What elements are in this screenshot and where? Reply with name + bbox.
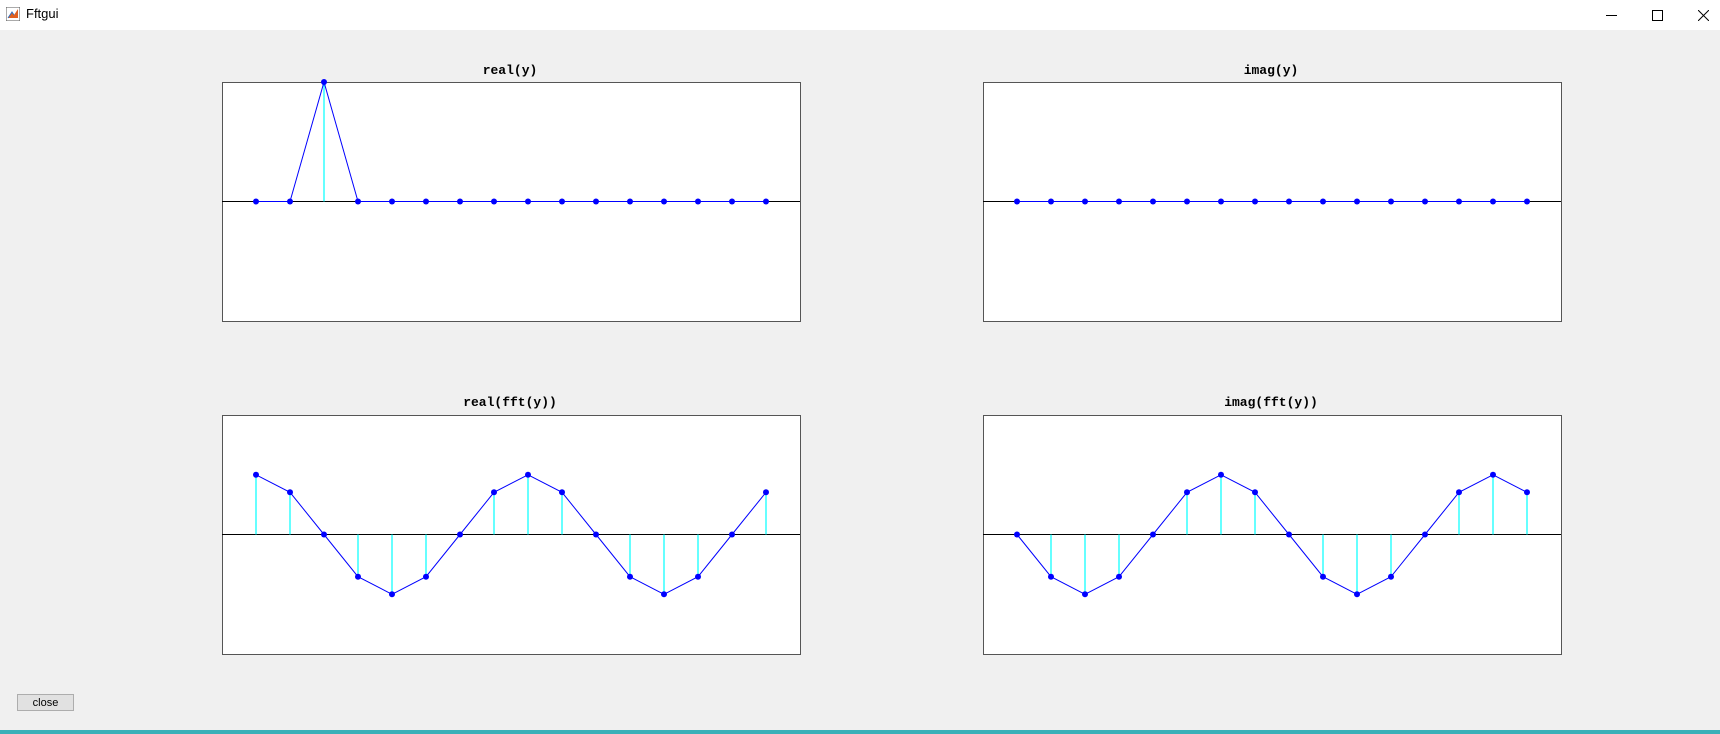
data-point-imag-y [1218,198,1224,205]
data-point-real-y [457,198,463,205]
data-point-real-y [695,198,701,205]
chart-title-imag-y: imag(y) [1243,63,1299,78]
data-point-real-y [763,198,769,205]
data-point-imag-fft [1082,591,1088,598]
data-point-real-fft [491,489,497,496]
data-point-real-y [525,198,531,205]
close-icon [1697,9,1709,21]
data-point-imag-y [1422,198,1428,205]
title-bar: Fftgui [0,0,1720,30]
plots-canvas [222,79,1562,655]
data-point-imag-y [1150,198,1156,205]
data-point-real-y [355,198,361,205]
data-point-real-fft [763,489,769,496]
data-point-real-fft [661,591,667,598]
series-line-imag-fft [1016,474,1528,595]
data-point-imag-fft [1490,471,1496,478]
data-point-real-fft [695,573,701,580]
data-point-real-y [253,198,259,205]
data-point-imag-fft [1252,489,1258,496]
data-point-imag-fft [1048,573,1054,580]
data-point-imag-y [1116,198,1122,205]
data-point-real-y [593,198,599,205]
data-point-real-y [423,198,429,205]
data-point-imag-fft [1320,573,1326,580]
data-point-imag-y [1014,198,1020,205]
data-point-real-y [321,79,327,85]
data-point-real-fft [355,573,361,580]
chart-title-imag-fft: imag(fft(y)) [1224,395,1318,410]
data-point-imag-y [1320,198,1326,205]
data-point-imag-fft [1150,531,1156,538]
data-point-imag-y [1286,198,1292,205]
data-point-real-y [729,198,735,205]
data-point-imag-y [1456,198,1462,205]
data-point-real-y [559,198,565,205]
maximize-button[interactable] [1634,0,1680,30]
data-point-real-fft [627,573,633,580]
data-point-real-fft [525,471,531,478]
data-point-imag-fft [1354,591,1360,598]
data-point-real-y [287,198,293,205]
data-point-imag-fft [1524,489,1530,496]
data-point-real-y [389,198,395,205]
data-point-real-fft [559,489,565,496]
data-point-real-fft [389,591,395,598]
data-point-imag-y [1388,198,1394,205]
data-point-imag-y [1524,198,1530,205]
chart-title-real-fft: real(fft(y)) [463,395,557,410]
data-point-imag-y [1252,198,1258,205]
data-point-real-fft [321,531,327,538]
data-point-real-y [491,198,497,205]
data-point-imag-y [1490,198,1496,205]
data-point-real-fft [593,531,599,538]
minimize-button[interactable] [1588,0,1634,30]
data-point-imag-fft [1422,531,1428,538]
figure-area: real(y) imag(y) real(fft(y)) imag(fft(y)… [0,30,1720,734]
series-line-real-fft [255,474,767,595]
data-point-imag-fft [1286,531,1292,538]
data-point-imag-fft [1388,573,1394,580]
data-point-real-fft [287,489,293,496]
data-point-imag-y [1354,198,1360,205]
data-point-real-y [627,198,633,205]
data-point-real-fft [423,573,429,580]
close-window-button[interactable] [1680,0,1720,30]
maximize-icon [1651,9,1663,21]
data-point-imag-fft [1014,531,1020,538]
data-point-imag-fft [1116,573,1122,580]
close-button[interactable]: close [17,694,74,711]
chart-title-real-y: real(y) [482,63,538,78]
series-line-real-y [256,80,766,202]
data-point-imag-y [1048,198,1054,205]
data-point-imag-y [1184,198,1190,205]
data-point-imag-fft [1456,489,1462,496]
data-point-real-y [661,198,667,205]
data-point-real-fft [253,471,259,478]
taskbar-edge [0,730,1720,734]
data-point-imag-fft [1218,471,1224,478]
data-point-real-fft [457,531,463,538]
data-point-imag-fft [1184,489,1190,496]
data-point-imag-y [1082,198,1088,205]
window-title: Fftgui [26,6,59,21]
data-point-real-fft [729,531,735,538]
minimize-icon [1605,14,1617,16]
matlab-icon [6,7,20,21]
